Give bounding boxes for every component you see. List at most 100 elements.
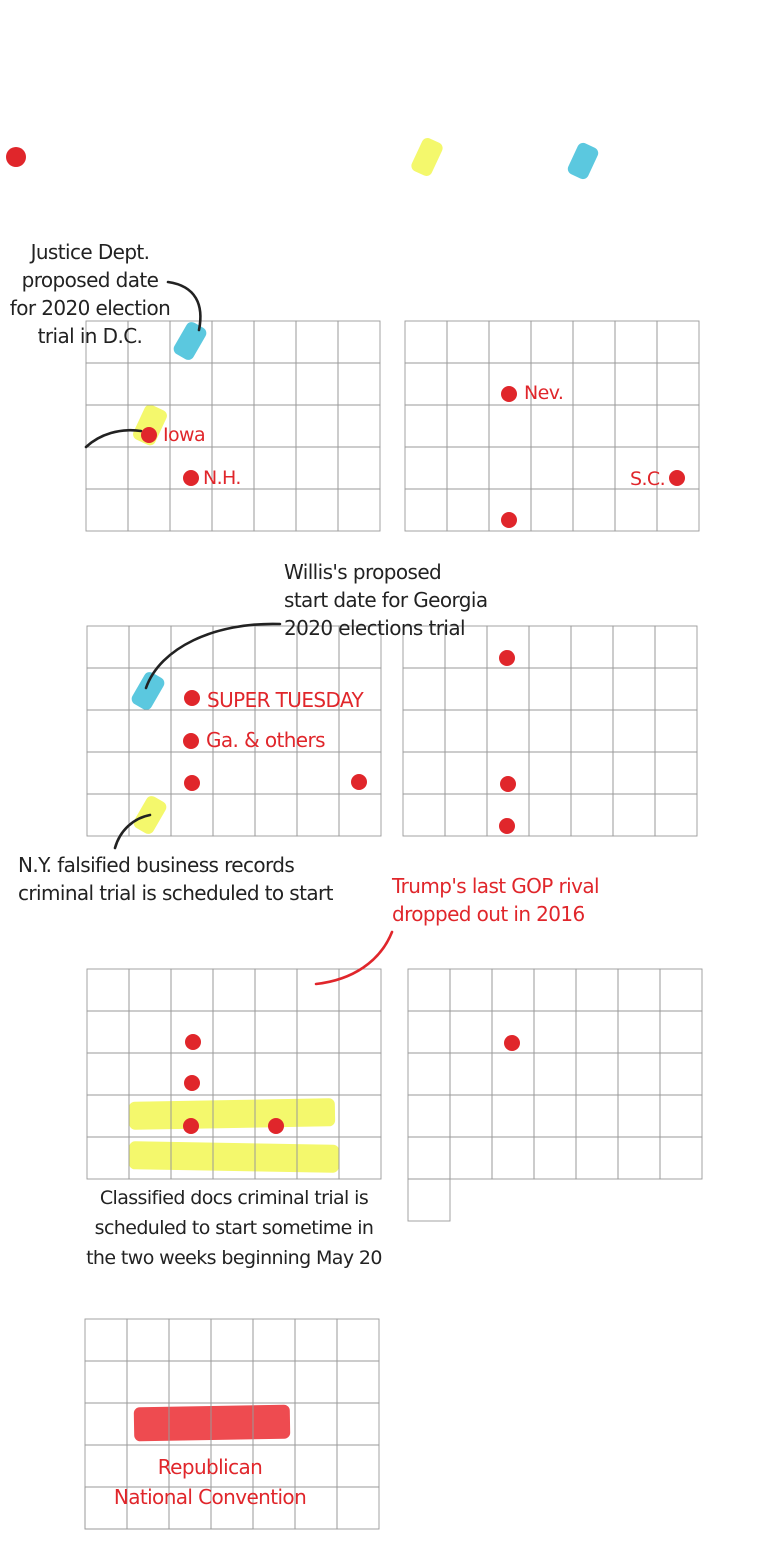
super-tuesday-label: SUPER TUESDAY (207, 688, 364, 712)
calendar-cell (127, 446, 171, 490)
classified-week2-highlight (128, 1141, 340, 1173)
convention-highlight (133, 1404, 291, 1442)
yellow-mark-legend-icon (411, 138, 443, 176)
calendar-cell (654, 667, 698, 711)
nev-label: Nev. (524, 382, 564, 404)
calendar-cell (211, 362, 255, 406)
march-dot-a (184, 775, 200, 791)
highlight-marks (128, 138, 599, 1442)
calendar-cell (570, 667, 614, 711)
calendar-cell (86, 793, 130, 837)
calendar-cell (528, 667, 572, 711)
calendar-cell (85, 362, 129, 406)
calendar-cell (84, 1402, 128, 1446)
calendar-cell (336, 1318, 380, 1362)
calendar-cell (530, 446, 574, 490)
calendar-cell (295, 362, 339, 406)
calendar-cell (404, 488, 448, 532)
calendar-cell (252, 1360, 296, 1404)
classified-week1-highlight (128, 1098, 336, 1130)
april-dot-b (500, 776, 516, 792)
calendar-cell (572, 488, 616, 532)
calendar-cell (617, 968, 661, 1012)
calendar-cell (488, 320, 532, 364)
calendar-cell (84, 1360, 128, 1404)
calendar-cell (254, 751, 298, 795)
calendar-cell (296, 751, 340, 795)
calendar-cell (126, 1360, 170, 1404)
calendar-cell (407, 968, 451, 1012)
calendar-cell (656, 362, 700, 406)
calendar-cell (212, 1052, 256, 1096)
calendar-cell (336, 1360, 380, 1404)
february-grid (404, 320, 700, 532)
calendar-cell (656, 404, 700, 448)
calendar-cell (404, 362, 448, 406)
calendar-cell (617, 1136, 661, 1180)
calendar-cell (617, 1010, 661, 1054)
calendar-cell (572, 404, 616, 448)
justice-dept-annotation: Justice Dept. proposed date for 2020 ele… (9, 240, 171, 348)
calendar-cell (86, 625, 130, 669)
calendar-cell (338, 1052, 382, 1096)
april-dot-a (499, 650, 515, 666)
calendar-cell (84, 1318, 128, 1362)
calendar-cell (528, 793, 572, 837)
calendar-cell (211, 320, 255, 364)
calendar-cell (294, 1318, 338, 1362)
willis-annotation: Willis's proposed start date for Georgia… (284, 560, 488, 640)
georgia-trial-marker (131, 672, 165, 710)
calendar-cell (570, 751, 614, 795)
convention-annotation: Republican National Convention (113, 1455, 307, 1509)
calendar-cell (570, 793, 614, 837)
calendar-cell (614, 488, 658, 532)
calendar-cell (337, 404, 381, 448)
calendar-cell (169, 488, 213, 532)
calendar-cell (449, 1052, 493, 1096)
june-dot (504, 1035, 520, 1051)
may-dot-d (268, 1118, 284, 1134)
calendar-cell (338, 709, 382, 753)
calendar-cell (294, 1360, 338, 1404)
calendar-cell (253, 446, 297, 490)
calendar-cell (212, 751, 256, 795)
dc-trial-marker (173, 322, 207, 360)
ga-others-label: Ga. & others (206, 728, 326, 752)
may-dot-c (183, 1118, 199, 1134)
calendar-cell (446, 446, 490, 490)
calendar-cell (488, 404, 532, 448)
calendar-cell (488, 446, 532, 490)
calendar-cell (659, 1094, 703, 1138)
calendar-cell (612, 625, 656, 669)
classified-docs-annotation: Classified docs criminal trial is schedu… (86, 1187, 382, 1269)
calendar-cell (296, 968, 340, 1012)
calendar-cell (337, 320, 381, 364)
calendar-cell (486, 667, 530, 711)
calendar-cell (128, 625, 172, 669)
calendar-cell (617, 1094, 661, 1138)
calendar-cell (402, 751, 446, 795)
calendar-cell (126, 1318, 170, 1362)
calendar-cell (617, 1052, 661, 1096)
willis-leader-line (144, 622, 282, 690)
calendar-cell (254, 1052, 298, 1096)
calendar-cell (407, 1052, 451, 1096)
nh-label: N.H. (203, 467, 241, 489)
calendar-cell (654, 751, 698, 795)
sc-label: S.C. (630, 468, 666, 490)
calendar-cell (295, 320, 339, 364)
calendar-cell (253, 488, 297, 532)
may-dot-b (184, 1075, 200, 1091)
calendar-cell (336, 1444, 380, 1488)
calendar-cell (654, 793, 698, 837)
calendar-cell (486, 709, 530, 753)
calendar-cell (85, 488, 129, 532)
calendar-cell (659, 968, 703, 1012)
calendar-cell (533, 1010, 577, 1054)
january-grid (85, 320, 381, 532)
calendar-cell (407, 1094, 451, 1138)
calendar-cell (404, 320, 448, 364)
calendar-cell (212, 968, 256, 1012)
calendar-cell (128, 968, 172, 1012)
